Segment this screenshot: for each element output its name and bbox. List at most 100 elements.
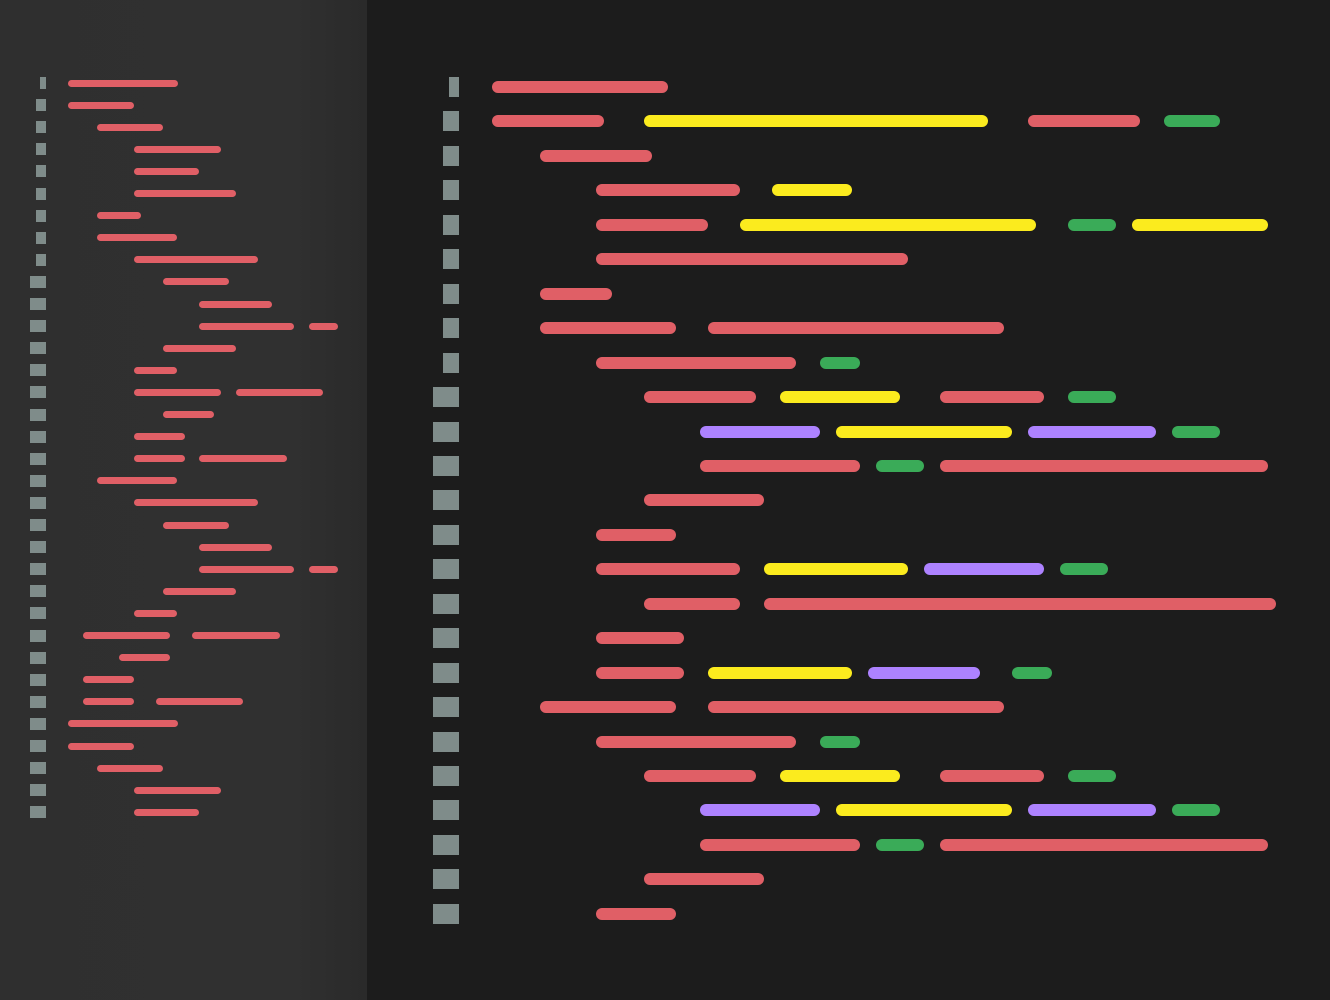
minimap-keyword-token [133, 786, 222, 794]
keyword-token [596, 666, 684, 679]
keyword-token [540, 701, 676, 714]
line-number-marker[interactable] [433, 800, 459, 821]
keyword-token [644, 494, 764, 507]
minimap-line-marker [36, 143, 46, 156]
string-token [708, 666, 852, 679]
line-number-marker[interactable] [433, 834, 459, 855]
string-token [836, 425, 1012, 438]
minimap-line-marker [30, 275, 46, 288]
minimap-line-marker [30, 673, 46, 686]
minimap-line-marker [30, 320, 46, 333]
line-number-marker[interactable] [433, 903, 459, 924]
minimap-keyword-token [133, 167, 200, 175]
minimap-line-marker [30, 563, 46, 576]
string-token [740, 218, 1036, 231]
line-number-marker[interactable] [433, 387, 459, 408]
keyword-token [540, 322, 676, 335]
keyword-token [596, 563, 740, 576]
keyword-token [764, 597, 1276, 610]
keyword-token [644, 770, 756, 782]
minimap-line-marker [36, 99, 46, 112]
line-number-marker[interactable] [433, 697, 459, 718]
line-number-marker[interactable] [443, 145, 459, 166]
keyword-token [708, 701, 1004, 714]
minimap-line-marker [36, 231, 46, 244]
keyword-token [596, 528, 676, 541]
number-token [1172, 425, 1220, 438]
string-token [764, 563, 908, 576]
minimap-line-marker [30, 408, 46, 421]
minimap-line-marker [30, 784, 46, 797]
minimap-keyword-token [199, 300, 273, 308]
line-number-marker[interactable] [443, 111, 459, 132]
line-number-marker[interactable] [433, 559, 459, 580]
line-number-marker[interactable] [443, 249, 459, 270]
minimap-keyword-token [199, 543, 273, 551]
minimap-keyword-token [133, 609, 178, 617]
keyword-token [596, 218, 708, 231]
minimap-line-marker [30, 651, 46, 664]
minimap-keyword-token [199, 322, 295, 330]
minimap-line-marker [30, 364, 46, 377]
minimap-keyword-token [162, 587, 236, 595]
keyword-token [940, 770, 1044, 782]
minimap-keyword-token [162, 521, 229, 529]
number-token [876, 838, 924, 851]
minimap-panel[interactable] [0, 0, 367, 1000]
minimap-keyword-token [68, 742, 134, 750]
minimap-line-marker [30, 452, 46, 465]
line-number-marker[interactable] [449, 77, 459, 97]
minimap-keyword-token [133, 433, 185, 441]
code-editor[interactable] [367, 0, 1330, 1000]
minimap-line-marker [36, 209, 46, 222]
minimap-keyword-token [162, 344, 236, 352]
minimap-keyword-token [97, 234, 178, 242]
string-token [836, 804, 1012, 817]
line-number-marker[interactable] [443, 214, 459, 235]
constant-token [1028, 804, 1156, 817]
keyword-token [540, 287, 612, 300]
minimap-keyword-token [308, 322, 339, 330]
minimap-keyword-token [235, 388, 324, 396]
minimap-keyword-token [199, 455, 287, 463]
number-token [1068, 218, 1116, 231]
line-number-marker[interactable] [433, 628, 459, 649]
line-number-marker[interactable] [433, 593, 459, 614]
keyword-token [940, 838, 1268, 851]
minimap-line-marker [36, 165, 46, 178]
line-number-marker[interactable] [433, 766, 459, 786]
keyword-token [596, 184, 740, 197]
line-number-marker[interactable] [433, 662, 459, 683]
line-number-marker[interactable] [433, 869, 459, 890]
minimap-keyword-token [97, 477, 178, 485]
number-token [1060, 563, 1108, 576]
line-number-marker[interactable] [443, 180, 459, 201]
line-number-marker[interactable] [433, 421, 459, 442]
string-token [780, 391, 900, 404]
line-number-marker[interactable] [443, 283, 459, 304]
keyword-token [492, 115, 604, 128]
string-token [644, 115, 988, 128]
number-token [1164, 115, 1220, 128]
line-number-marker[interactable] [433, 490, 459, 511]
minimap-keyword-token [82, 698, 134, 706]
line-number-marker[interactable] [443, 318, 459, 339]
line-number-marker[interactable] [433, 524, 459, 545]
minimap-line-marker [36, 121, 46, 134]
line-number-marker[interactable] [443, 352, 459, 373]
minimap-keyword-token [97, 212, 141, 220]
minimap-line-marker [30, 386, 46, 399]
minimap-line-marker [30, 541, 46, 554]
keyword-token [596, 632, 684, 645]
minimap-keyword-token [82, 632, 171, 639]
minimap-keyword-token [82, 676, 134, 684]
minimap-keyword-token [133, 388, 222, 396]
line-number-marker[interactable] [433, 455, 459, 476]
minimap-keyword-token [133, 256, 258, 264]
minimap-line-marker [30, 629, 46, 642]
constant-token [924, 563, 1044, 576]
line-number-marker[interactable] [433, 731, 459, 752]
minimap-keyword-token [68, 101, 134, 109]
minimap-line-marker [30, 740, 46, 752]
string-token [772, 184, 852, 197]
